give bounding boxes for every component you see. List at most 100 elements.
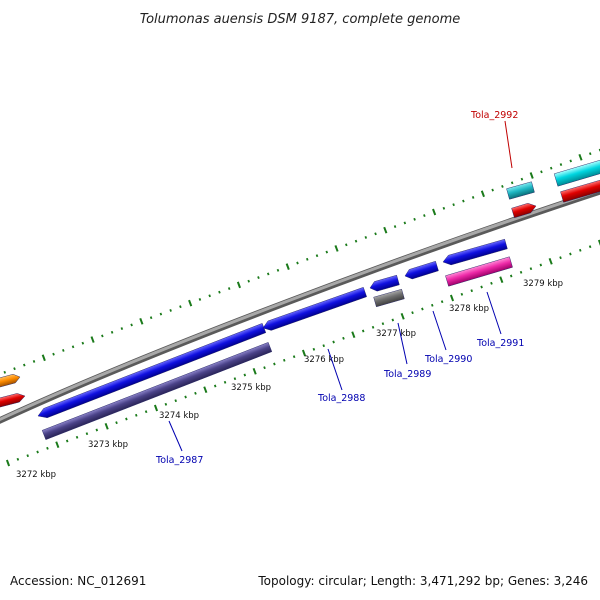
lower-minor-tick [36,450,39,454]
upper-tick-track [3,148,600,374]
upper-minor-tick [520,177,524,181]
upper-minor-tick [110,330,114,334]
cyan-gene-right [553,157,600,187]
tick-label-3275-kbp: 3275 kbp [231,383,271,393]
blue-gene-small-1-body [369,274,400,292]
lower-minor-tick [480,285,483,289]
upper-minor-tick [305,257,309,261]
lower-minor-tick [460,292,464,296]
blue-gene-2991-body [442,238,508,266]
gene-label-tola_2987: Tola_2987 [155,455,203,466]
magenta-gene-2991-body [445,256,513,287]
cyan-gene-right-body [553,157,600,187]
lower-minor-tick [292,355,296,359]
lower-major-tick [597,239,600,246]
upper-minor-tick [471,195,475,199]
lower-minor-tick [194,391,197,395]
gene-label-tola_2990: Tola_2990 [424,354,472,365]
blue-gene-2988 [37,323,267,418]
purple-gene-2987 [41,342,273,440]
tick-label-3279-kbp: 3279 kbp [523,279,563,289]
upper-minor-tick [13,367,16,371]
blue-gene-small-2 [404,260,439,280]
gene-label-tola_2991: Tola_2991 [476,338,524,349]
lower-minor-tick [135,413,138,417]
magenta-gene-2991 [445,256,513,287]
lower-major-tick [351,331,356,339]
lower-minor-tick [421,307,424,311]
lower-minor-tick [411,311,414,315]
upper-minor-tick [276,268,280,272]
lower-minor-tick [75,435,79,439]
backbone-line [0,188,600,422]
upper-minor-tick [442,206,446,210]
lower-major-tick [499,276,504,284]
upper-minor-tick [462,199,465,203]
lower-minor-tick [125,417,128,421]
lower-minor-tick [263,366,266,370]
blue-gene-2988-body [37,323,267,418]
lower-minor-tick [223,380,227,384]
upper-major-tick [90,336,95,343]
gene-label-leaders [168,120,513,452]
lower-minor-tick [26,454,29,458]
lower-minor-tick [391,318,395,322]
upper-minor-tick [559,163,563,167]
leader-line-tola_2992 [504,120,513,169]
lower-minor-tick [529,267,533,271]
upper-minor-tick [227,287,231,290]
blue-gene-2989 [262,287,367,331]
upper-minor-tick [3,370,7,374]
lower-minor-tick [16,457,20,461]
lower-minor-tick [213,384,217,388]
backbone-shadow [0,187,600,424]
lower-major-tick [548,257,553,265]
upper-major-tick [139,317,144,325]
upper-minor-tick [345,243,348,247]
map-title: Tolumonas auensis DSM 9187, complete gen… [140,12,461,27]
purple-gene-2987-body [41,342,273,440]
upper-minor-tick [549,166,553,170]
orange-gene-body [0,374,21,389]
upper-minor-tick [510,181,514,185]
upper-major-tick [236,281,242,289]
upper-minor-tick [52,352,55,356]
upper-minor-tick [315,254,319,258]
upper-major-tick [383,226,388,234]
blue-gene-small-2-body [404,260,439,280]
lower-major-tick [400,312,405,320]
teal-gene-2992 [506,181,535,200]
teal-gene-2992-body [506,181,535,200]
upper-major-tick [334,245,339,252]
blue-gene-2991 [442,238,508,266]
lower-minor-tick [243,373,247,377]
lower-minor-tick [144,410,148,414]
upper-minor-tick [588,152,592,156]
upper-minor-tick [62,349,65,352]
upper-minor-tick [540,170,543,174]
gene-labels: Tola_2987 Tola_2988 Tola_2989 Tola_2990 Tola… [155,110,524,466]
blue-gene-2989-body [262,287,367,331]
gene-label-tola_2989: Tola_2989 [383,369,431,380]
lower-minor-tick [509,274,513,278]
kbp-tick-labels: 3272 kbp 3273 kbp 3274 kbp 3275 kbp 3276 kbp… [16,279,563,480]
lower-minor-tick [490,281,493,285]
upper-minor-tick [149,316,153,320]
upper-minor-tick [169,308,172,312]
lower-major-tick [449,294,455,302]
upper-minor-tick [32,359,36,363]
lower-major-tick [55,441,60,449]
upper-major-tick [285,263,290,270]
lower-minor-tick [312,347,316,351]
lower-major-tick [252,367,257,375]
upper-minor-tick [452,203,455,207]
upper-minor-tick [247,279,250,283]
lower-minor-tick [95,428,99,432]
gene-label-tola_2992: Tola_2992 [470,110,518,121]
upper-major-tick [480,190,485,198]
upper-minor-tick [501,185,504,188]
leader-line-tola_2988 [327,348,343,391]
lower-minor-tick [470,289,473,293]
upper-minor-tick [81,341,85,345]
